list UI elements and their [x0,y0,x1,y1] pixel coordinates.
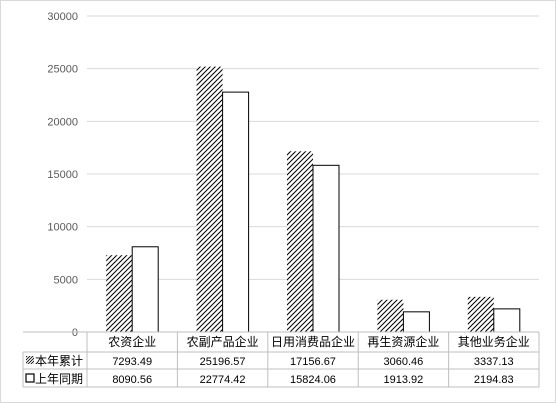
category-label: 农资企业 [108,334,156,349]
category-label: 日用消费品企业 [271,334,355,349]
category-label: 农副产品企业 [187,334,259,349]
bar-previous-year [131,246,159,333]
legend-key [25,373,35,383]
y-tick-label: 0 [72,327,78,339]
bar-previous-year [402,311,430,333]
bar-current-year [106,255,133,332]
table-value: 15824.06 [290,374,336,386]
y-tick-label: 10000 [47,222,78,234]
bar-current-year [467,296,494,332]
y-tick-label: 20000 [47,116,78,128]
bar-current-year [377,299,404,332]
bar-current-year [196,66,223,332]
y-axis-tick-labels: 0 5000 10000 15000 20000 25000 30000 [47,11,78,339]
table-value: 25196.57 [200,356,246,368]
table-value: 22774.42 [200,374,246,386]
bar-previous-year [222,91,250,333]
bar-previous-year [493,308,521,333]
series-label: 上年同期 [35,372,83,386]
category-label: 再生资源企业 [367,334,439,349]
y-tick-label: 30000 [47,11,78,23]
category-label: 其他业务企业 [458,334,530,349]
table-value: 17156.67 [290,356,336,368]
table-value: 2194.83 [474,374,514,386]
y-tick-label: 15000 [47,169,78,181]
bars [106,66,521,333]
table-value: 8090.56 [112,374,152,386]
y-tick-label: 25000 [47,64,78,76]
bar-current-year [287,151,313,332]
table-value: 1913.92 [384,374,424,386]
table-value: 3060.46 [384,356,424,368]
legend-key [26,356,34,364]
y-tick-label: 5000 [54,274,78,286]
series-label: 本年累计 [35,354,83,368]
table-value: 7293.49 [112,356,152,368]
bar-previous-year [312,164,340,333]
table-value: 3337.13 [474,356,514,368]
